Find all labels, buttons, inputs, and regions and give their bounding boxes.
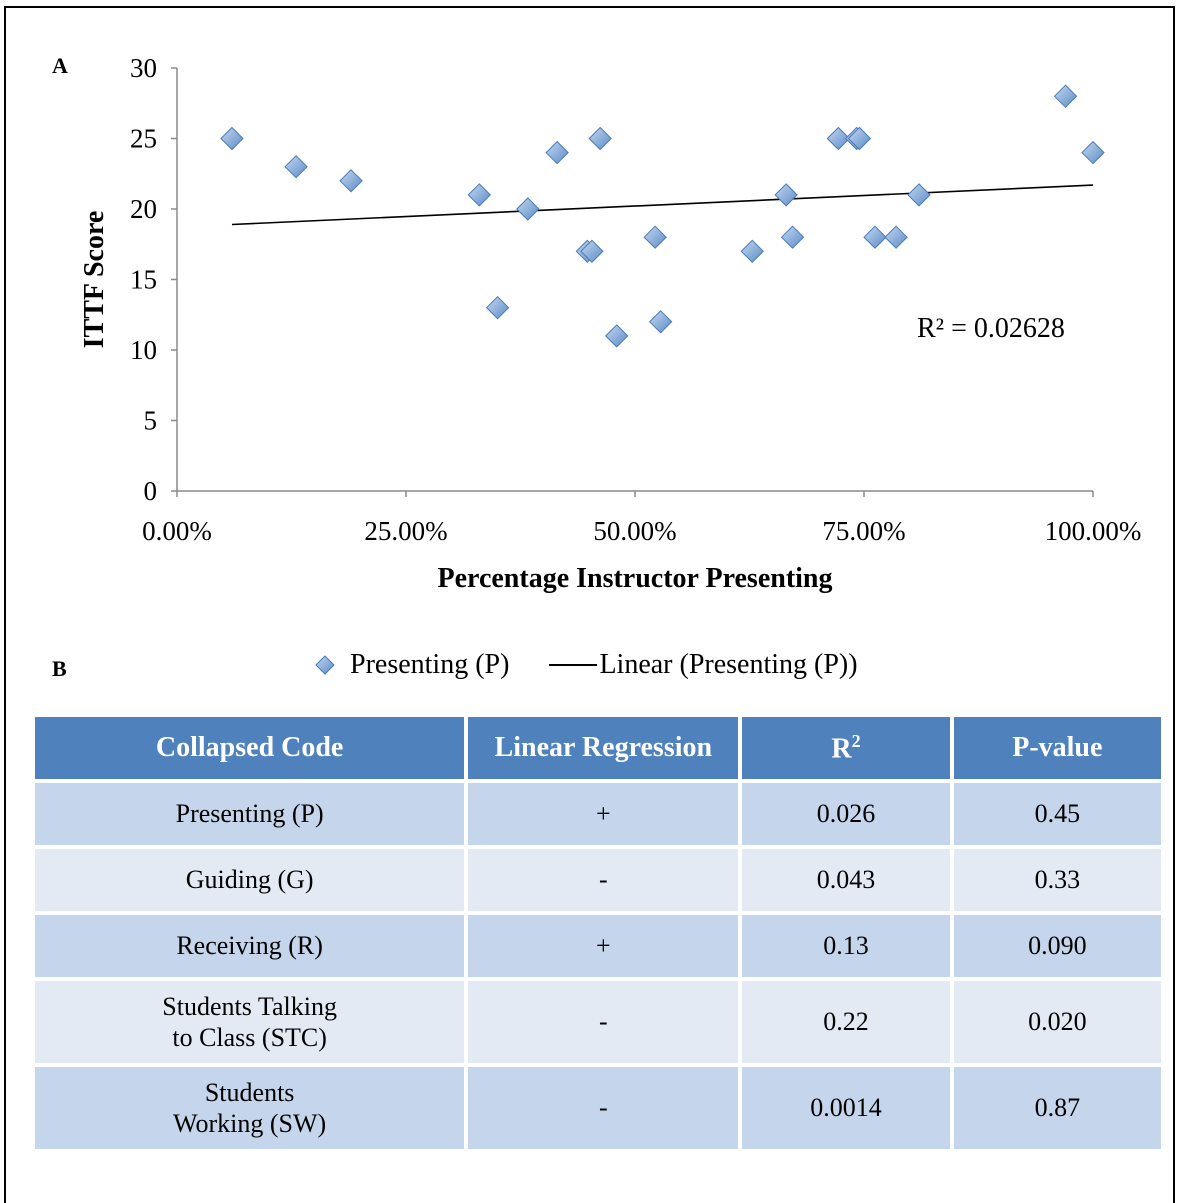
x-tick-label: 50.00% <box>593 516 676 546</box>
y-tick-label: 25 <box>130 124 157 154</box>
y-tick-label: 15 <box>130 265 157 295</box>
cell-r-squared: 0.043 <box>742 849 950 911</box>
data-point <box>884 225 908 249</box>
cell-linear-regression: - <box>468 1067 739 1149</box>
cell-linear-regression: - <box>468 981 739 1063</box>
data-point <box>780 225 805 249</box>
cell-p-value: 0.020 <box>953 981 1161 1063</box>
data-point <box>284 154 308 179</box>
x-tick-label: 0.00% <box>142 516 212 546</box>
data-point <box>604 324 629 348</box>
cell-collapsed-code: Students Talking to Class (STC) <box>35 981 465 1063</box>
cell-p-value: 0.45 <box>953 783 1161 845</box>
cell-collapsed-code: Receiving (R) <box>35 915 465 977</box>
x-tick-label: 100.00% <box>1045 516 1142 546</box>
trendline <box>231 184 1094 226</box>
table-row: Guiding (G) -0.043 0.33 <box>35 849 1161 911</box>
regression-table: Collapsed Code Linear Regression R2 P-va… <box>31 713 1165 1153</box>
cell-collapsed-code: Guiding (G) <box>35 849 465 911</box>
cell-collapsed-code: Students Working (SW) <box>35 1067 465 1149</box>
cell-line: Students Talking <box>162 991 337 1021</box>
data-point <box>1053 84 1078 108</box>
data-point <box>826 126 851 151</box>
data-point <box>847 126 872 151</box>
data-point <box>545 140 569 165</box>
cell-line: Working (SW) <box>173 1109 327 1138</box>
chart-legend: Presenting (P) Linear (Presenting (P)) <box>310 645 858 685</box>
cell-p-value: 0.33 <box>953 849 1161 911</box>
y-tick-label: 5 <box>144 406 158 436</box>
cell-r-squared: 0.026 <box>742 783 950 845</box>
cell-linear-regression: + <box>468 783 739 845</box>
data-point <box>1081 140 1105 165</box>
data-point <box>516 197 540 221</box>
data-point <box>588 126 612 151</box>
y-tick-label: 30 <box>130 53 157 83</box>
diamond-marker-icon <box>315 655 335 675</box>
header-p-value: P-value <box>953 717 1161 779</box>
table-row: Receiving (R) +0.13 0.090 <box>35 915 1161 977</box>
figure-frame <box>4 6 1175 1203</box>
table-row: Students Talking to Class (STC) -0.22 0.020 <box>35 981 1161 1063</box>
panel-label-b: B <box>52 656 67 681</box>
data-point <box>648 310 673 334</box>
legend-item-presenting: Presenting (P) <box>310 649 509 681</box>
legend-label-linear: Linear (Presenting (P)) <box>599 649 858 680</box>
y-axis-title: ITTF Score <box>79 211 110 349</box>
header-linear-regression: Linear Regression <box>468 717 739 779</box>
cell-linear-regression: - <box>468 849 739 911</box>
data-point <box>774 183 798 207</box>
data-point <box>580 239 604 264</box>
table-header-row: Collapsed Code Linear Regression R2 P-va… <box>35 717 1161 779</box>
line-sample-icon <box>549 664 598 666</box>
data-point <box>467 183 491 207</box>
y-tick-label: 0 <box>144 476 158 506</box>
y-tick-label: 10 <box>130 335 157 365</box>
table-row: Students Working (SW) -0.0014 0.87 <box>35 1067 1161 1149</box>
header-collapsed-code: Collapsed Code <box>35 717 465 779</box>
cell-r-squared: 0.0014 <box>742 1067 950 1149</box>
cell-p-value: 0.090 <box>953 915 1161 977</box>
cell-line: Students <box>204 1077 295 1107</box>
x-axis-title: Percentage Instructor Presenting <box>437 563 832 594</box>
data-point <box>339 169 363 193</box>
legend-label-presenting: Presenting (P) <box>350 649 510 680</box>
x-tick-label: 75.00% <box>822 516 905 546</box>
data-point <box>740 239 764 264</box>
cell-line: to Class (STC) <box>172 1023 327 1052</box>
r-superscript: 2 <box>851 730 861 751</box>
data-point <box>220 126 244 151</box>
cell-r-squared: 0.13 <box>742 915 950 977</box>
scatter-chart: 0 5 10 15 20 25 30 0.00% 25.00% 50.00% 75.00% 100.0… <box>79 53 1142 594</box>
cell-collapsed-code: Presenting (P) <box>35 783 465 845</box>
data-point <box>485 295 510 320</box>
data-point <box>643 225 667 249</box>
cell-p-value: 0.87 <box>953 1067 1161 1149</box>
r-squared-annotation: R² = 0.02628 <box>917 313 1065 344</box>
y-tick-label: 20 <box>130 194 157 224</box>
table-row: Presenting (P) +0.026 0.45 <box>35 783 1161 845</box>
data-point <box>863 225 887 249</box>
x-tick-label: 25.00% <box>364 516 447 546</box>
legend-item-linear: Linear (Presenting (P)) <box>509 649 858 681</box>
panel-label-a: A <box>52 53 68 78</box>
header-r-squared: R2 <box>742 717 950 779</box>
r-label: R <box>831 733 852 765</box>
cell-linear-regression: + <box>468 915 739 977</box>
cell-r-squared: 0.22 <box>742 981 950 1063</box>
data-point <box>907 183 931 207</box>
